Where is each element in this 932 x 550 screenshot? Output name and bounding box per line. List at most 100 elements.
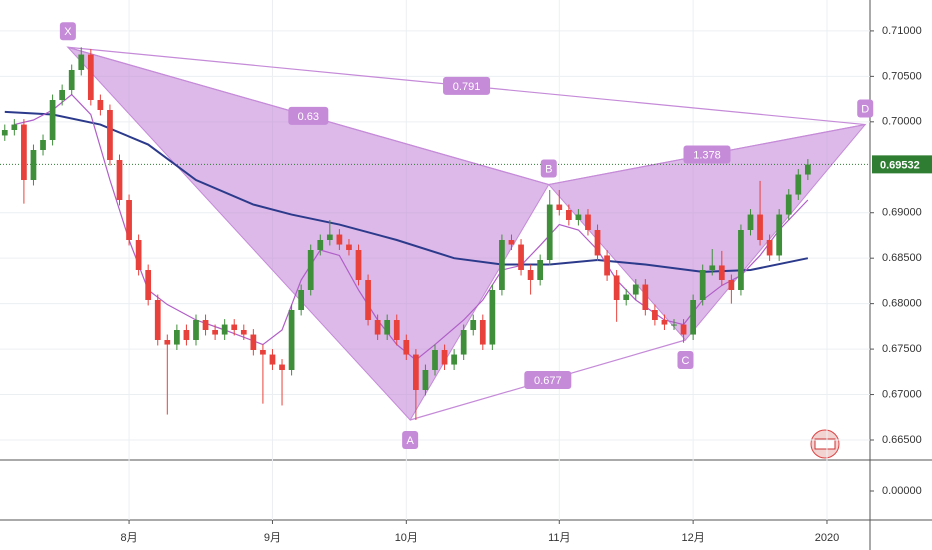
y-tick-label: 0.70000 xyxy=(882,116,922,128)
candle-body xyxy=(269,354,276,365)
candle-body xyxy=(202,320,209,330)
candle-body xyxy=(326,234,333,240)
point-label: B xyxy=(545,163,552,175)
candle-body xyxy=(451,354,457,365)
candle-body xyxy=(470,320,477,330)
x-tick-label: 2020 xyxy=(815,532,839,544)
candle-body xyxy=(279,364,285,370)
candle-body xyxy=(575,214,582,220)
candle-body xyxy=(78,54,85,70)
candle-body xyxy=(260,350,266,355)
candle-body xyxy=(460,330,467,355)
point-label: C xyxy=(682,355,690,367)
series xyxy=(0,47,870,420)
moving-average xyxy=(4,110,809,273)
candle-body xyxy=(40,140,46,150)
candle-body xyxy=(164,340,171,345)
point-box xyxy=(402,431,419,449)
candle-body xyxy=(59,90,66,100)
y-tick-label: 0.68500 xyxy=(882,252,922,264)
ratio-box xyxy=(683,145,731,164)
candle-body xyxy=(604,255,610,276)
candle-body xyxy=(355,250,362,280)
x-tick-label: 11月 xyxy=(548,532,570,544)
y-tick-label: 0.66500 xyxy=(882,434,922,446)
ratio-box xyxy=(288,106,329,125)
x-tick-label: 8月 xyxy=(121,532,138,544)
candle-body xyxy=(11,124,18,130)
candle-body xyxy=(671,324,677,326)
candle-body xyxy=(565,210,572,220)
candle-body xyxy=(441,350,448,365)
last-price-label: 0.69532 xyxy=(880,159,920,171)
candle-body xyxy=(336,234,343,245)
candle-body xyxy=(307,250,314,290)
candle-body xyxy=(21,124,27,180)
candle-body xyxy=(632,284,639,295)
candle-body xyxy=(766,240,773,256)
candle-body xyxy=(613,275,620,300)
y-tick-label: 0.70500 xyxy=(882,70,922,82)
candle-body xyxy=(527,270,534,280)
candle-body xyxy=(718,265,725,280)
candle-body xyxy=(298,290,305,310)
candle-body xyxy=(479,320,486,345)
candle-body xyxy=(126,200,132,240)
candle-body xyxy=(317,240,324,250)
candle-body xyxy=(728,280,735,290)
candle-body xyxy=(652,310,658,320)
y-tick-label: 0.68000 xyxy=(882,298,922,310)
logo-flag xyxy=(814,438,836,450)
candle-body xyxy=(221,324,228,335)
candle-body xyxy=(240,330,247,335)
point-label: X xyxy=(64,26,72,38)
ratio-label: 1.378 xyxy=(693,149,721,161)
point-box xyxy=(857,99,874,118)
candle-body xyxy=(145,270,152,300)
candle-body xyxy=(556,204,563,210)
candle-body xyxy=(365,280,371,320)
candle-body xyxy=(384,320,391,335)
candle-body xyxy=(107,110,113,160)
point-box xyxy=(677,351,694,369)
y-tick-label: 0.67500 xyxy=(882,343,922,355)
candle-body xyxy=(699,270,706,300)
candle-body xyxy=(518,244,524,270)
candle-body xyxy=(1,130,8,136)
candle-body xyxy=(432,350,438,370)
candle-body xyxy=(250,334,257,350)
y-tick-label: 0.00000 xyxy=(882,485,922,497)
x-tick-label: 9月 xyxy=(264,532,281,544)
point-box xyxy=(59,22,76,41)
candle-body xyxy=(413,354,419,390)
candle-body xyxy=(231,324,238,330)
y-tick-label: 0.67000 xyxy=(882,388,922,400)
candle-body xyxy=(747,214,754,230)
candle-body xyxy=(346,244,352,250)
candle-body xyxy=(403,340,410,355)
ratio-label: 0.677 xyxy=(534,375,562,387)
y-tick-label: 0.71000 xyxy=(882,25,922,37)
ratio-label: 0.63 xyxy=(298,111,319,123)
candle-body xyxy=(546,204,553,260)
candle-body xyxy=(508,240,515,245)
candle-body xyxy=(804,164,811,175)
x-tick-label: 10月 xyxy=(395,532,418,544)
candle-body xyxy=(499,240,505,290)
candle-body xyxy=(288,310,295,370)
candle-body xyxy=(97,100,104,110)
candle-body xyxy=(193,320,199,340)
candle-body xyxy=(116,160,123,200)
candle-body xyxy=(422,370,429,390)
candle-body xyxy=(594,230,601,256)
logo xyxy=(810,429,840,459)
candle-body xyxy=(212,330,218,335)
labels: 0.63 0.791 1.378 0.677 X A B C D xyxy=(59,22,874,449)
candle-body xyxy=(374,320,381,335)
candle-body xyxy=(537,260,544,280)
x-tick-label: 12月 xyxy=(682,532,705,544)
candle-body xyxy=(135,240,142,270)
candle-body xyxy=(30,150,37,180)
candle-body xyxy=(757,214,763,240)
